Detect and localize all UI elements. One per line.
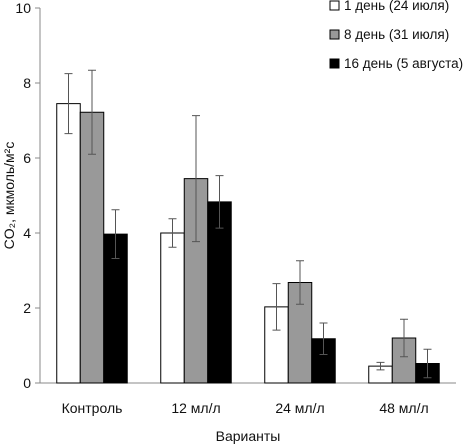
error-bar [111, 209, 120, 259]
y-ticks: 0 2 4 6 8 10 [15, 0, 40, 391]
error-bar [423, 348, 432, 379]
x-tick-label: 48 мл/л [379, 400, 428, 416]
x-tick-label: Контроль [62, 400, 123, 416]
legend-label: 8 день (31 июля) [344, 27, 449, 42]
legend-item: 1 день (24 июля) [329, 0, 449, 13]
error-bar [272, 283, 281, 331]
legend-item: 8 день (31 июля) [329, 27, 449, 42]
error-bars [64, 69, 432, 379]
error-bar [400, 318, 408, 358]
error-bar [296, 260, 304, 305]
bar [207, 201, 232, 384]
legend-swatch [329, 58, 340, 69]
legend-swatch [329, 29, 340, 40]
bar [56, 103, 81, 384]
legend-swatch [329, 0, 340, 11]
x-tick-labels: Контроль 12 мл/л 24 мл/л 48 мл/л [62, 400, 429, 416]
error-bar [319, 322, 328, 355]
y-tick-label: 10 [15, 0, 31, 16]
y-tick-label: 4 [23, 225, 31, 241]
y-tick-label: 8 [23, 75, 31, 91]
error-bar [215, 175, 224, 229]
y-tick-label: 6 [23, 150, 31, 166]
legend-label: 16 день (5 августа) [344, 56, 463, 71]
y-tick-label: 2 [23, 300, 31, 316]
x-axis-title: Варианты [216, 428, 281, 444]
legend-label: 1 день (24 июля) [344, 0, 449, 13]
bars [56, 103, 440, 384]
error-bar [376, 361, 385, 371]
legend: 1 день (24 июля) 8 день (31 июля) 16 день … [329, 0, 463, 71]
error-bar [168, 218, 177, 248]
x-tick-label: 12 мл/л [171, 400, 220, 416]
error-bar [88, 69, 96, 155]
bar [160, 232, 185, 384]
x-tick-label: 24 мл/л [275, 400, 324, 416]
error-bar [192, 115, 200, 243]
y-tick-label: 0 [23, 375, 31, 391]
y-axis-title: CO₂, мкмоль/м²с [1, 142, 17, 250]
legend-item: 16 день (5 августа) [329, 56, 463, 71]
error-bar [64, 73, 73, 135]
